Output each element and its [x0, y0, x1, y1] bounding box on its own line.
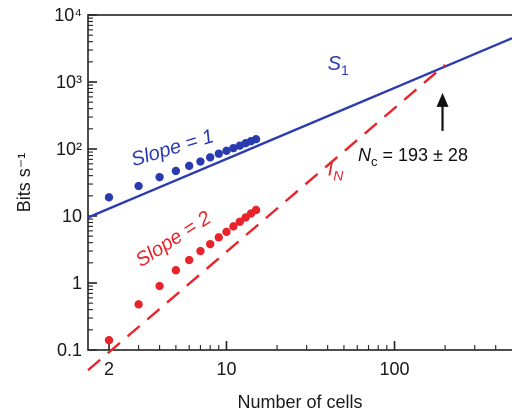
y-tick-label: 10²: [56, 139, 82, 159]
data-point-series-1: [214, 233, 223, 242]
data-point-series-0: [104, 193, 114, 202]
in-slope-annotation: Slope = 2: [132, 207, 215, 272]
data-point-series-0: [196, 157, 205, 166]
x-tick-label: 2: [104, 359, 114, 379]
data-point-series-1: [171, 266, 181, 275]
data-point-series-0: [155, 172, 164, 182]
nc-label: Nc = 193 ± 28: [358, 145, 468, 169]
in-label-main: I: [328, 159, 334, 181]
nc-arrow-head: [436, 92, 449, 107]
data-point-series-1: [235, 217, 244, 226]
series-line-0: [87, 37, 512, 219]
s1-label-sub: 1: [341, 62, 349, 78]
points-layer: [104, 135, 261, 345]
data-point-series-0: [171, 166, 181, 176]
nc-label-value: = 193 ± 28: [378, 145, 468, 165]
data-point-series-1: [222, 227, 231, 237]
series-line-1: [87, 63, 446, 372]
data-point-series-1: [251, 205, 261, 215]
in-label-sub: N: [333, 168, 344, 184]
data-point-series-1: [104, 336, 114, 345]
in-series-label: IN: [328, 159, 345, 184]
data-point-series-0: [134, 181, 143, 191]
y-axis-title: Bits s⁻¹: [14, 153, 34, 213]
plot-frame: [87, 14, 512, 351]
x-tick-label: 10: [216, 359, 236, 379]
data-point-series-1: [134, 300, 143, 309]
nc-label-symbol: N: [358, 145, 372, 165]
data-point-series-1: [155, 281, 164, 291]
data-point-series-0: [184, 161, 194, 171]
y-tick-label: 1: [72, 273, 82, 293]
s1-series-label: S1: [328, 53, 349, 78]
data-point-series-0: [229, 143, 238, 153]
data-point-series-1: [205, 239, 215, 249]
nc-label-sub: c: [371, 154, 378, 169]
y-tick-label: 10: [62, 206, 82, 226]
data-point-series-0: [205, 153, 215, 162]
y-tick-label: 10³: [56, 72, 82, 92]
data-point-series-1: [229, 222, 238, 231]
data-point-series-0: [251, 135, 261, 144]
data-point-series-0: [214, 149, 223, 158]
data-point-series-1: [196, 246, 205, 256]
ticks-layer: 0.1 1 10 10² 10³ 10⁴ 2 10 100: [54, 5, 497, 379]
y-tick-label: 10⁴: [54, 5, 82, 25]
y-tick-label: 0.1: [57, 340, 82, 360]
data-point-series-1: [184, 255, 194, 265]
data-point-series-0: [222, 146, 231, 156]
lines-layer: [87, 37, 512, 372]
x-axis-title: Number of cells: [237, 392, 362, 412]
nc-annotation: Nc = 193 ± 28: [358, 92, 468, 169]
x-tick-label: 100: [380, 359, 410, 379]
s1-label-main: S: [328, 53, 342, 75]
